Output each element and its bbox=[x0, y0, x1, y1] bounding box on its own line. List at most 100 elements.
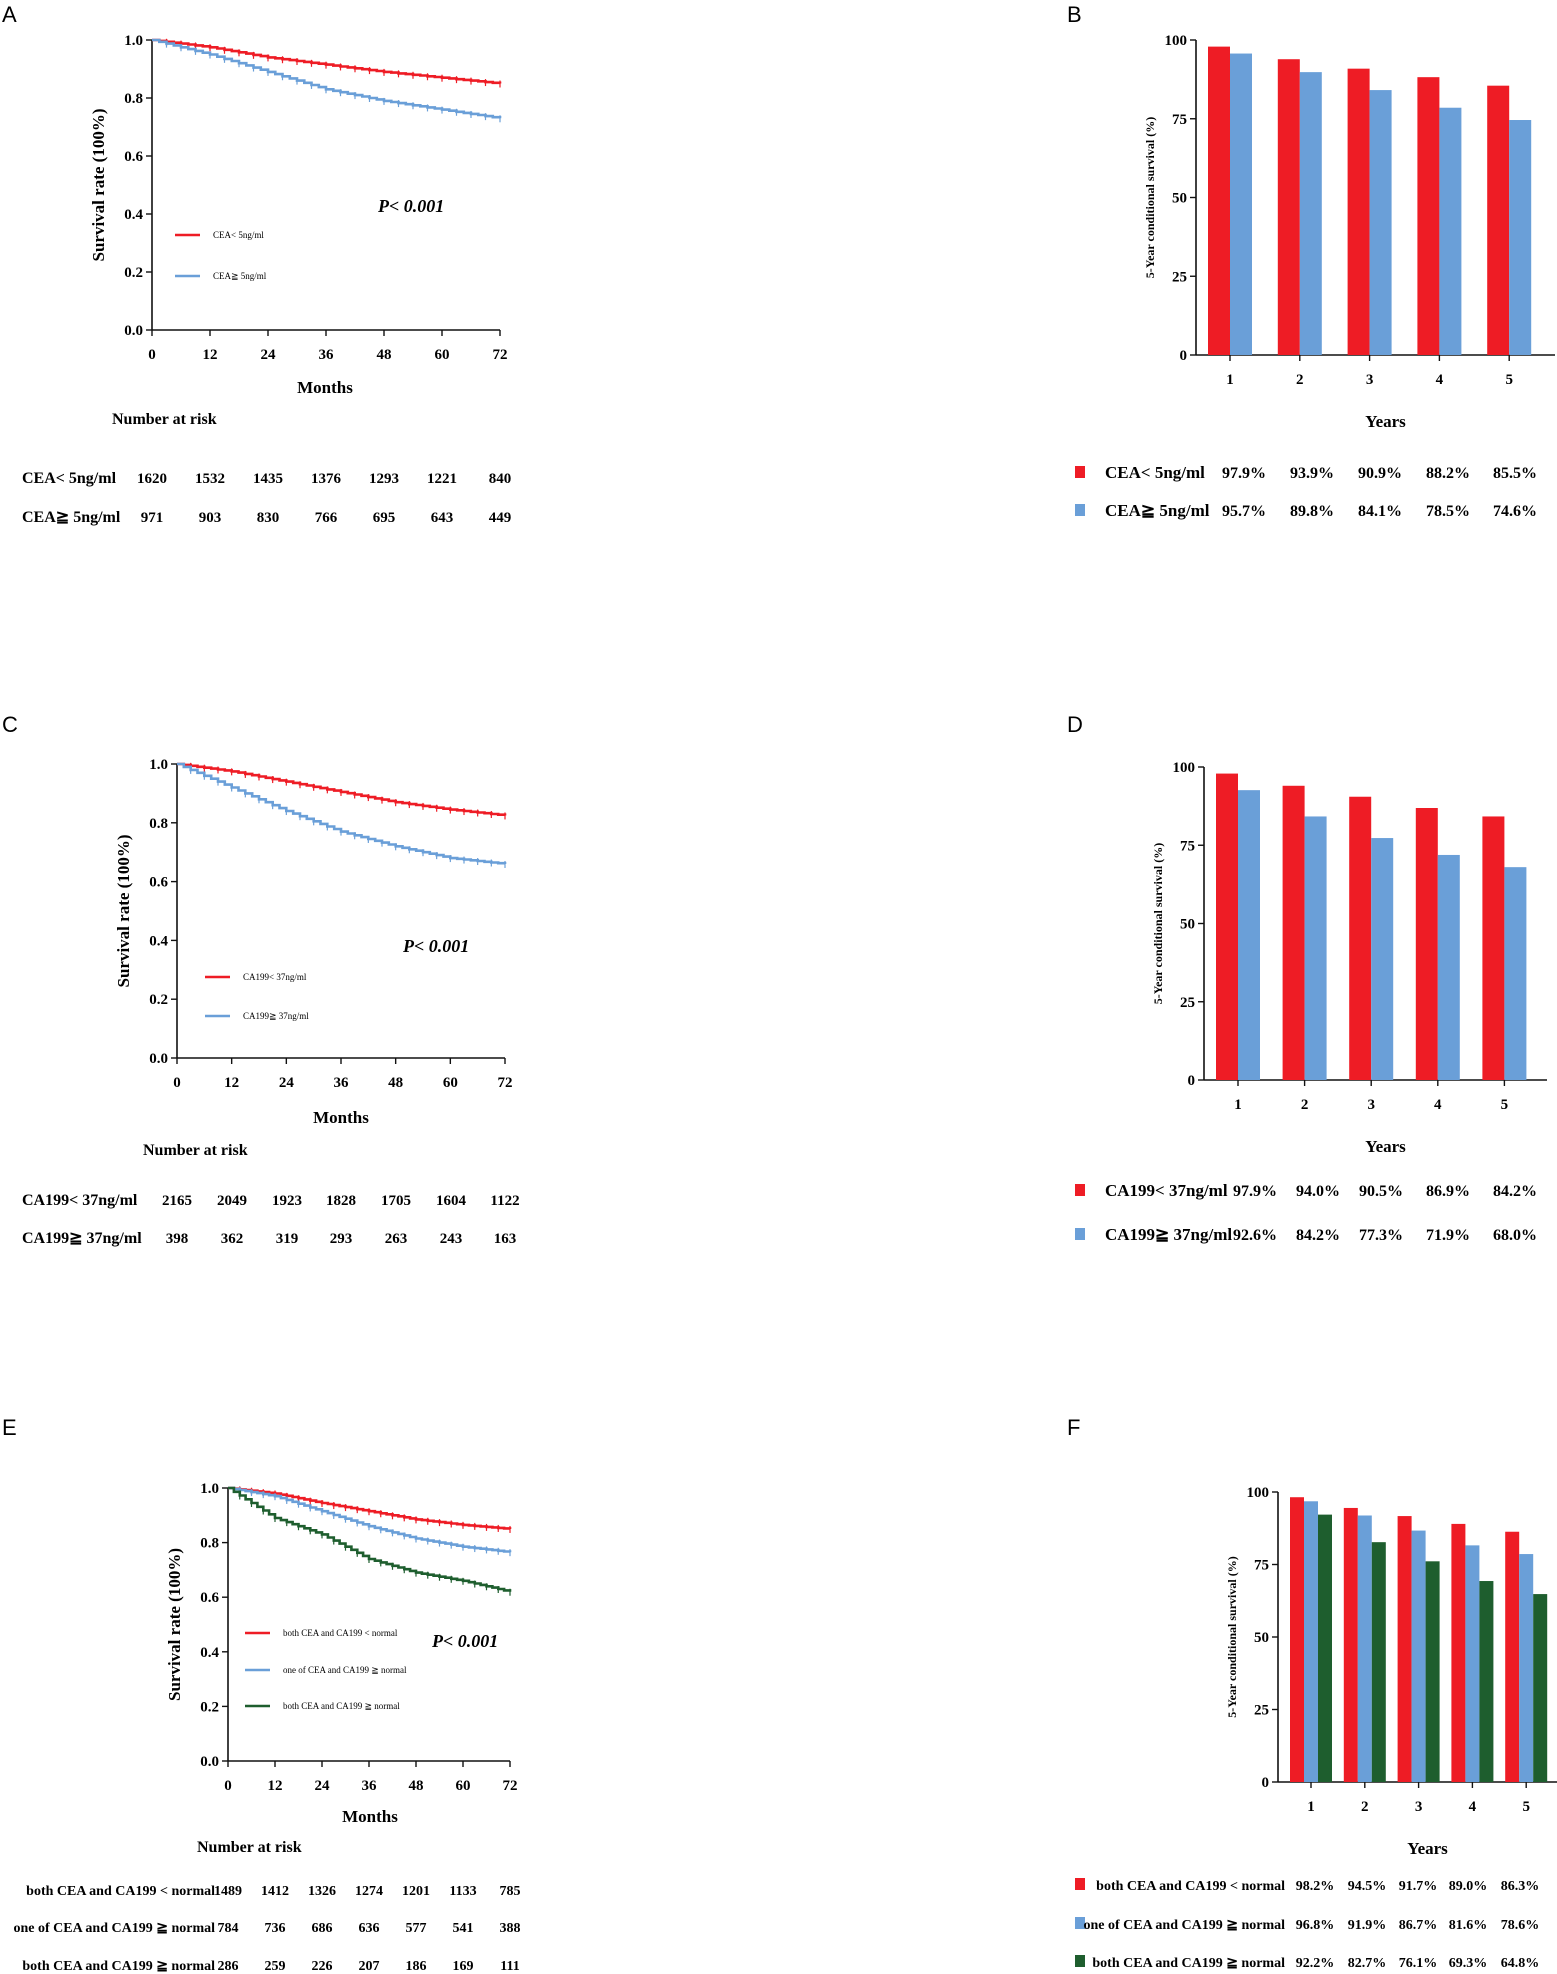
percent-value: 84.2% bbox=[1493, 1183, 1537, 1200]
bar bbox=[1417, 77, 1440, 356]
risk-table-title: Number at risk bbox=[143, 1142, 248, 1159]
x-tick-label: 4 bbox=[1436, 372, 1444, 388]
legend-label: both CEA and CA199 < normal bbox=[283, 1628, 398, 1638]
percent-value: 81.6% bbox=[1449, 1918, 1488, 1933]
risk-table-title: Number at risk bbox=[112, 411, 217, 428]
risk-value: 226 bbox=[312, 1959, 333, 1974]
percent-value: 71.9% bbox=[1426, 1227, 1470, 1244]
x-axis-title: Months bbox=[313, 1108, 369, 1127]
y-tick-label: 75 bbox=[1254, 1558, 1269, 1574]
risk-value: 1705 bbox=[381, 1193, 411, 1209]
risk-value: 1376 bbox=[311, 471, 342, 487]
risk-value: 1274 bbox=[355, 1884, 383, 1899]
risk-value: 2165 bbox=[162, 1193, 192, 1209]
risk-value: 1221 bbox=[427, 471, 457, 487]
risk-value: 1133 bbox=[449, 1884, 476, 1899]
percent-value: 88.2% bbox=[1426, 465, 1470, 482]
y-axis-title: 5-Year conditional survival (%) bbox=[1151, 843, 1165, 1004]
percent-value: 90.5% bbox=[1359, 1183, 1403, 1200]
risk-value: 362 bbox=[221, 1231, 244, 1247]
risk-value: 971 bbox=[141, 510, 164, 526]
x-tick-label: 2 bbox=[1296, 372, 1304, 388]
risk-row-label: CEA≧ 5ng/ml bbox=[22, 509, 121, 526]
x-tick-label: 36 bbox=[334, 1075, 350, 1091]
bar bbox=[1479, 1581, 1494, 1782]
risk-value: 784 bbox=[218, 1921, 239, 1936]
risk-value: 1293 bbox=[369, 471, 399, 487]
risk-value: 449 bbox=[489, 510, 512, 526]
legend-swatch bbox=[1075, 1955, 1085, 1967]
bar bbox=[1509, 120, 1532, 355]
risk-value: 1828 bbox=[326, 1193, 356, 1209]
bar bbox=[1299, 72, 1322, 355]
bar bbox=[1411, 1530, 1426, 1782]
bar bbox=[1208, 46, 1230, 356]
x-tick-label: 1 bbox=[1307, 1799, 1315, 1815]
risk-value: 1326 bbox=[308, 1884, 336, 1899]
y-tick-label: 0.6 bbox=[200, 1590, 219, 1606]
x-axis-title: Years bbox=[1365, 412, 1406, 431]
risk-value: 259 bbox=[265, 1959, 286, 1974]
legend-swatch bbox=[1075, 1184, 1085, 1196]
risk-value: 388 bbox=[500, 1921, 521, 1936]
y-tick-label: 75 bbox=[1172, 112, 1187, 128]
x-tick-label: 2 bbox=[1361, 1799, 1369, 1815]
percent-value: 82.7% bbox=[1348, 1956, 1387, 1971]
percent-value: 78.5% bbox=[1426, 503, 1470, 520]
percent-value: 78.6% bbox=[1501, 1918, 1540, 1933]
percent-value: 76.1% bbox=[1399, 1956, 1438, 1971]
y-tick-label: 0.2 bbox=[200, 1699, 219, 1715]
legend-label: CEA< 5ng/ml bbox=[1105, 463, 1205, 482]
x-tick-label: 48 bbox=[388, 1075, 403, 1091]
risk-value: 1122 bbox=[490, 1193, 519, 1209]
y-tick-label: 25 bbox=[1180, 995, 1195, 1011]
risk-value: 840 bbox=[489, 471, 512, 487]
panel-letter: D bbox=[1067, 712, 1083, 737]
y-tick-label: 0.8 bbox=[149, 816, 168, 832]
risk-value: 1532 bbox=[195, 471, 225, 487]
percent-value: 94.5% bbox=[1348, 1879, 1387, 1894]
x-tick-label: 60 bbox=[435, 347, 450, 363]
bar bbox=[1504, 867, 1527, 1080]
panel-letter: C bbox=[2, 712, 18, 737]
legend-label: CA199≧ 37ng/ml bbox=[243, 1011, 309, 1021]
risk-value: 736 bbox=[265, 1921, 286, 1936]
x-tick-label: 2 bbox=[1301, 1097, 1309, 1113]
risk-value: 111 bbox=[500, 1959, 519, 1974]
y-tick-label: 50 bbox=[1172, 191, 1187, 207]
legend-label: both CEA and CA199 ≧ normal bbox=[283, 1701, 400, 1711]
percent-value: 93.9% bbox=[1290, 465, 1334, 482]
y-tick-label: 0.0 bbox=[124, 323, 143, 339]
risk-value: 319 bbox=[276, 1231, 299, 1247]
bar bbox=[1238, 790, 1260, 1080]
risk-value: 243 bbox=[440, 1231, 463, 1247]
x-tick-label: 4 bbox=[1469, 1799, 1477, 1815]
bar bbox=[1347, 68, 1370, 355]
x-tick-label: 0 bbox=[148, 347, 156, 363]
percent-value: 86.9% bbox=[1426, 1183, 1470, 1200]
percent-value: 69.3% bbox=[1449, 1956, 1488, 1971]
risk-value: 1412 bbox=[261, 1884, 289, 1899]
x-tick-label: 1 bbox=[1234, 1097, 1242, 1113]
y-tick-label: 0.6 bbox=[149, 875, 168, 891]
x-tick-label: 36 bbox=[362, 1778, 378, 1794]
x-tick-label: 24 bbox=[261, 347, 277, 363]
x-tick-label: 0 bbox=[224, 1778, 232, 1794]
x-axis-title: Months bbox=[342, 1807, 398, 1826]
p-value: P< 0.001 bbox=[402, 936, 469, 956]
x-tick-label: 5 bbox=[1522, 1799, 1530, 1815]
legend-label: both CEA and CA199 ≧ normal bbox=[1092, 1956, 1285, 1971]
percent-value: 91.9% bbox=[1348, 1918, 1387, 1933]
y-tick-label: 1.0 bbox=[149, 757, 168, 773]
y-tick-label: 50 bbox=[1254, 1630, 1269, 1646]
y-tick-label: 50 bbox=[1180, 917, 1195, 933]
x-tick-label: 24 bbox=[315, 1778, 331, 1794]
bar bbox=[1487, 85, 1510, 356]
bar bbox=[1290, 1497, 1304, 1782]
percent-value: 77.3% bbox=[1359, 1227, 1403, 1244]
x-tick-label: 12 bbox=[224, 1075, 239, 1091]
risk-row-label: CA199< 37ng/ml bbox=[22, 1192, 138, 1209]
bar bbox=[1304, 1501, 1318, 1782]
y-tick-label: 100 bbox=[1247, 1485, 1270, 1501]
risk-value: 1620 bbox=[137, 471, 167, 487]
